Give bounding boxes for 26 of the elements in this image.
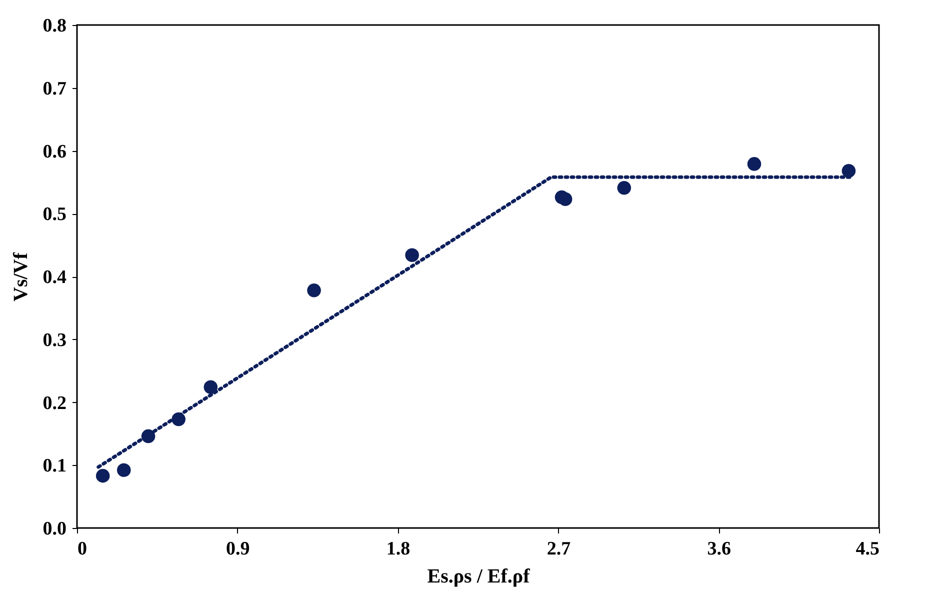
point (405, 248, 419, 262)
y-tick-label: 0.0 (42, 518, 66, 540)
x-tick-label: 0.9 (226, 538, 250, 560)
y-tick-label: 0.1 (42, 456, 66, 477)
point (558, 192, 572, 206)
point (96, 468, 110, 483)
y-tick-label: 0.5 (42, 204, 66, 226)
y-tick-label: 0.8 (42, 16, 66, 36)
x-tick-label: 4.5 (856, 538, 880, 560)
y-tick-label: 0.7 (42, 78, 67, 100)
point (617, 180, 632, 195)
x-axis-title: Es.ρs / Ef.ρf (427, 566, 530, 588)
x-tick-label: 0 (78, 538, 87, 560)
x-tick-label: 2.7 (546, 538, 572, 560)
y-tick-label: 0.2 (42, 392, 66, 414)
y-tick-label: 0.4 (42, 267, 67, 288)
y-axis-title: Vs/Vf (10, 252, 32, 302)
y-tick-label: 0.3 (42, 330, 66, 351)
x-tick-label: 3.6 (707, 538, 731, 560)
point (204, 380, 218, 394)
x-tick-label: 1.8 (386, 538, 410, 560)
point (307, 283, 321, 298)
point (842, 164, 856, 178)
point (747, 157, 762, 171)
point (116, 463, 131, 478)
y-tick-label: 0.6 (42, 141, 66, 162)
